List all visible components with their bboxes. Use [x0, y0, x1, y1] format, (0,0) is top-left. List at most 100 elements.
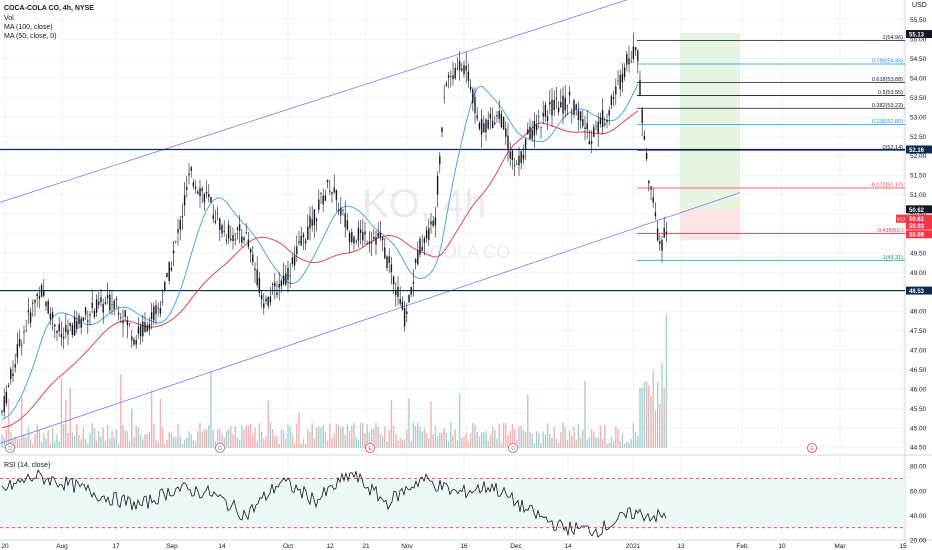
candle-body	[304, 240, 307, 244]
volume-bar	[258, 423, 261, 448]
candle-body	[615, 86, 617, 95]
x-tick-label: 15	[899, 543, 907, 550]
volume-bar	[599, 425, 602, 448]
candle-body	[276, 292, 278, 295]
volume-bar	[458, 393, 461, 448]
y-tick-label: 47.00	[910, 348, 927, 355]
volume-bar	[663, 387, 665, 448]
candle-body	[203, 194, 206, 203]
volume-bar	[296, 423, 298, 448]
candle-body	[648, 180, 650, 184]
candle-body	[274, 282, 276, 287]
candle-body	[109, 294, 111, 311]
candle-body	[516, 163, 518, 165]
volume-bar	[329, 423, 331, 448]
volume-bar	[216, 429, 219, 448]
volume-bar	[205, 429, 208, 448]
candle-body	[531, 129, 533, 139]
candle-body	[487, 120, 489, 129]
candle-body	[483, 123, 485, 133]
ma50-legend[interactable]: MA (50, close, 0)	[4, 33, 57, 40]
volume-bar	[186, 437, 188, 448]
volume-bar	[496, 438, 498, 448]
volume-bar	[221, 434, 223, 448]
price-tag-label: 50.61	[909, 217, 925, 223]
volume-bar	[241, 425, 243, 448]
x-tick-label: 14	[218, 543, 226, 550]
candle-body	[467, 71, 470, 81]
volume-bar	[441, 432, 443, 448]
candle-body	[84, 307, 87, 315]
volume-bar	[348, 430, 351, 448]
candle-body	[36, 293, 38, 297]
candle-body	[439, 156, 441, 165]
candle-body	[412, 281, 415, 284]
rsi-legend[interactable]: RSI (14, close)	[4, 462, 51, 469]
volume-bar	[377, 427, 379, 448]
volume-bar	[443, 428, 445, 448]
volume-bar	[632, 423, 635, 448]
candle-body	[249, 249, 252, 253]
candle-body	[375, 237, 377, 245]
candle-body	[186, 186, 188, 190]
candle-body	[58, 324, 60, 332]
candle-body	[586, 123, 588, 130]
candle-body	[432, 220, 434, 227]
fib-level-label: 0.382(53.22)	[872, 103, 903, 109]
fib-level-label: 0(52.14)	[883, 145, 904, 151]
volume-bar	[219, 429, 221, 448]
candle-body	[575, 104, 577, 110]
candle-body	[524, 139, 527, 150]
candle-body	[533, 120, 536, 136]
candle-body	[474, 96, 476, 114]
candle-body	[489, 113, 492, 119]
candle-body	[652, 197, 654, 203]
volume-bar	[113, 437, 115, 448]
volume-bar	[419, 426, 421, 448]
candle-body	[579, 111, 582, 121]
candle-body	[287, 267, 289, 280]
candle-body	[564, 97, 566, 111]
volume-bar	[203, 429, 206, 448]
volume-bar	[282, 430, 285, 448]
volume-bar	[197, 431, 199, 448]
candle-body	[359, 229, 362, 234]
candle-body	[549, 102, 551, 105]
volume-bar	[410, 440, 412, 448]
candle-body	[7, 385, 10, 387]
volume-bar	[307, 429, 309, 448]
candle-body	[100, 297, 102, 303]
volume-bar	[285, 438, 287, 448]
volume-bar	[256, 441, 258, 448]
candle-body	[307, 226, 309, 240]
candle-body	[623, 67, 626, 78]
candle-body	[120, 317, 122, 318]
candle-body	[236, 227, 239, 230]
volume-bar	[472, 422, 474, 448]
candle-body	[388, 256, 390, 263]
volume-bar	[82, 427, 85, 448]
vol-legend[interactable]: Vol	[4, 15, 14, 22]
ma100-legend[interactable]: MA (100, close)	[4, 24, 53, 31]
candle-body	[296, 246, 298, 255]
candle-body	[25, 329, 27, 331]
volume-bar	[271, 429, 274, 448]
candle-body	[137, 326, 140, 334]
candle-body	[230, 238, 232, 241]
volume-bar	[447, 441, 450, 448]
candle-body	[566, 105, 569, 107]
candle-body	[311, 219, 313, 226]
candle-body	[62, 336, 65, 339]
candle-body	[126, 320, 129, 326]
volume-bar	[293, 443, 296, 448]
candle-body	[300, 236, 302, 246]
candle-body	[3, 396, 5, 412]
candle-body	[509, 151, 511, 159]
volume-bar	[78, 434, 80, 448]
candle-body	[379, 232, 382, 238]
candle-body	[485, 119, 487, 133]
volume-bar	[509, 430, 511, 448]
volume-bar	[557, 442, 560, 448]
candle-body	[197, 191, 199, 194]
